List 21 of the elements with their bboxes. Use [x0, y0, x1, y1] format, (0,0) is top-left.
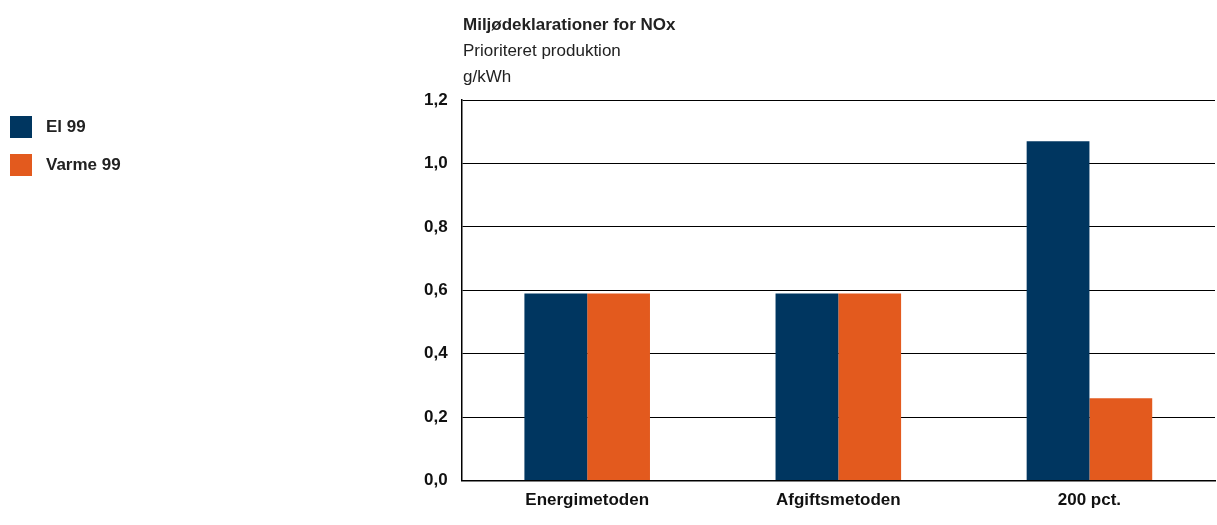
- x-tick-label: Energimetoden: [525, 490, 650, 510]
- legend-label: El 99: [46, 117, 86, 137]
- bar: [1026, 141, 1090, 481]
- y-tick-label: 0,0: [423, 470, 448, 490]
- bar: [838, 293, 902, 481]
- x-tick-label: Afgiftsmetoden: [775, 490, 901, 510]
- legend-label: Varme 99: [46, 155, 121, 175]
- y-tick-label: 0,2: [423, 406, 448, 426]
- chart-subtitle: Prioriteret produktion: [463, 40, 622, 62]
- y-tick-label: 1,2: [423, 89, 448, 109]
- y-tick-label: 1,0: [423, 153, 448, 173]
- chart-title: Miljødeklarationer for NOx: [463, 14, 676, 36]
- bar: [524, 293, 588, 481]
- bar: [775, 293, 839, 481]
- y-tick-label: 0,8: [423, 216, 448, 236]
- y-axis-title: g/kWh: [463, 66, 513, 88]
- x-tick-label: 200 pct.: [1057, 490, 1122, 510]
- y-tick-label: 0,4: [423, 343, 449, 363]
- bar: [1089, 398, 1153, 481]
- bar: [587, 293, 650, 481]
- y-tick-label: 0,6: [423, 279, 448, 299]
